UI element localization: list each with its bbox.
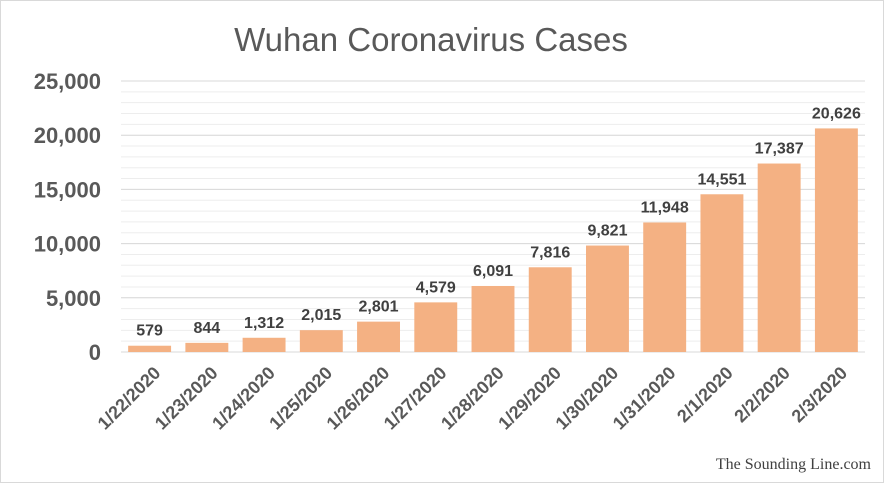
y-tick-label: 25,000 [34, 69, 101, 94]
bar [128, 345, 172, 352]
bar [299, 330, 343, 352]
data-label: 20,626 [812, 105, 861, 122]
bar [700, 194, 744, 352]
data-label: 1,312 [244, 315, 284, 332]
bar [643, 222, 687, 352]
bar [185, 342, 229, 352]
data-label: 17,387 [755, 141, 804, 158]
bar [757, 163, 801, 352]
data-label: 579 [136, 323, 163, 340]
data-label: 2,801 [359, 299, 399, 316]
chart-title: Wuhan Coronavirus Cases [234, 21, 628, 58]
data-label: 11,948 [641, 199, 689, 216]
bar [357, 321, 400, 352]
x-tick-label: 2/3/2020 [788, 363, 852, 427]
x-tick-label: 2/1/2020 [673, 363, 737, 427]
data-label: 7,816 [530, 244, 570, 261]
data-label: 844 [193, 320, 220, 337]
x-tick-label: 1/31/2020 [609, 363, 680, 434]
y-tick-label: 10,000 [34, 232, 101, 257]
data-label: 2,015 [301, 307, 341, 324]
data-label: 9,821 [587, 223, 627, 240]
bar [471, 285, 515, 352]
bar [814, 128, 858, 352]
y-tick-label: 20,000 [34, 123, 101, 148]
credit-text: The Sounding Line.com [715, 456, 871, 473]
bar [242, 337, 286, 352]
bar [586, 245, 629, 352]
x-tick-label: 2/2/2020 [730, 363, 794, 427]
bar [528, 267, 572, 352]
y-tick-label: 15,000 [34, 177, 101, 202]
bar [414, 302, 458, 352]
data-label: 4,579 [416, 279, 456, 296]
data-label: 14,551 [697, 171, 746, 188]
data-label: 6,091 [473, 263, 513, 280]
y-tick-label: 0 [89, 340, 101, 365]
y-tick-label: 5,000 [46, 286, 101, 311]
